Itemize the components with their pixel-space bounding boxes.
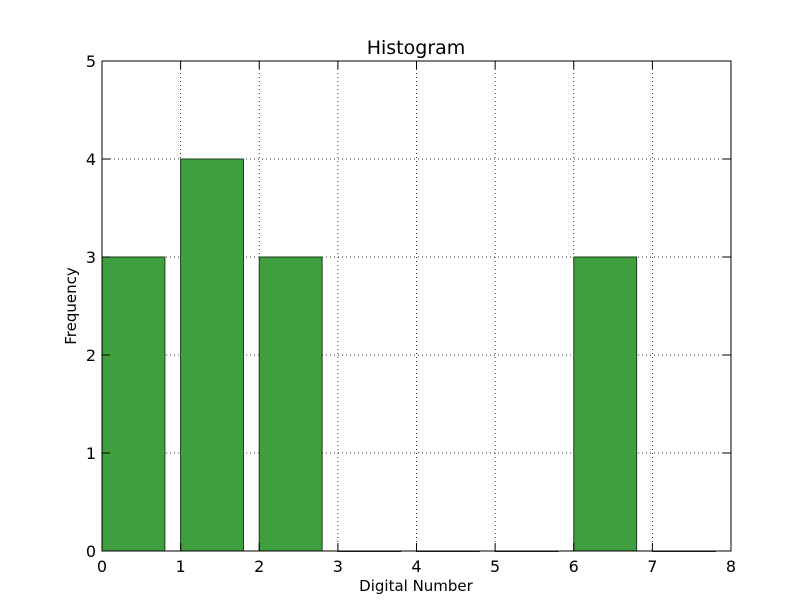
y-tick-label-3: 3 [86,248,96,267]
x-tick-label-3: 3 [333,557,343,576]
x-tick-label-2: 2 [254,557,264,576]
x-tick-label-6: 6 [569,557,579,576]
x-axis-label: Digital Number [359,577,474,595]
y-tick-label-2: 2 [86,346,96,365]
bar-2 [258,256,323,552]
x-tick-label-4: 4 [411,557,421,576]
y-axis-label: Frequency [62,267,80,345]
bars-group [101,158,716,552]
y-tick-label-5: 5 [86,52,96,71]
x-tick-label-5: 5 [490,557,500,576]
y-tick-label-1: 1 [86,444,96,463]
x-tick-label-1: 1 [176,557,186,576]
bar-1 [180,158,245,552]
y-tick-label-4: 4 [86,150,96,169]
y-tick-label-0: 0 [86,542,96,561]
x-tick-label-7: 7 [647,557,657,576]
y-tick-labels: 0 1 2 3 4 5 [86,52,96,561]
tick-marks [101,60,732,552]
bar-0 [101,256,166,552]
bar-6 [573,256,638,552]
chart-title: Histogram [367,37,466,59]
x-tick-label-8: 8 [726,557,736,576]
x-tick-labels: 0 1 2 3 4 5 6 7 8 [97,557,736,576]
x-tick-label-0: 0 [97,557,107,576]
